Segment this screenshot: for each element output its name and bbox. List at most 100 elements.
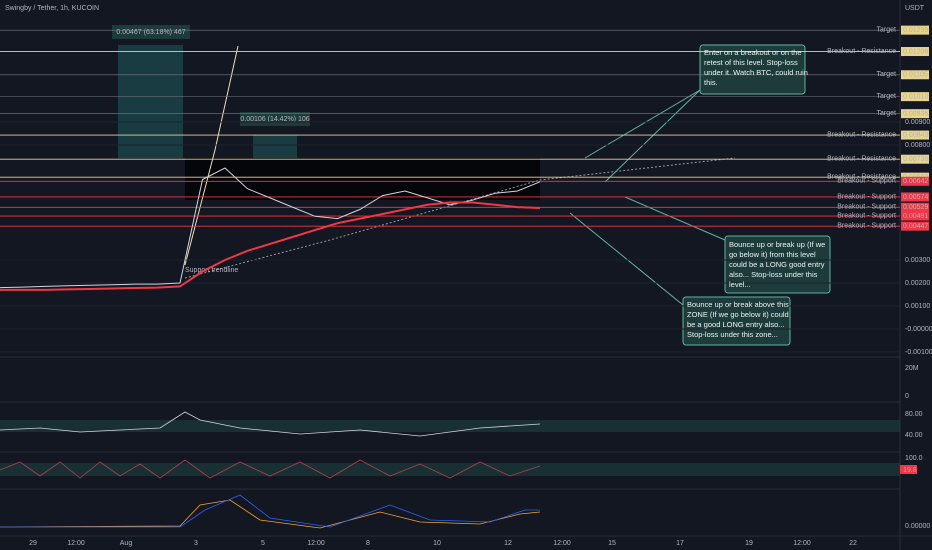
note-text: Stop-loss under this zone...: [687, 330, 778, 339]
pointer: [584, 89, 701, 159]
level-label: Breakout - Support: [837, 212, 896, 219]
indicator-label: 40.00: [905, 432, 923, 439]
level-value: 0.00843: [903, 132, 928, 139]
trendline-label: Support trendline: [185, 267, 238, 274]
price-line: [0, 201, 541, 291]
y-tick-label: 0.00200: [905, 280, 930, 287]
pointer: [569, 212, 684, 306]
arrow: [184, 45, 239, 266]
note-text: Bounce up or break above this: [687, 300, 789, 309]
note-text: level...: [729, 280, 751, 289]
level-box: [901, 154, 929, 164]
level-box: [901, 109, 929, 119]
level-label: Breakout - Resistance: [827, 156, 896, 163]
note-text: could be a LONG good entry: [729, 260, 825, 269]
x-tick-label: 12:00: [307, 540, 325, 547]
y-tick-label: 0.00900: [905, 119, 930, 126]
level-value: 0.00447: [903, 223, 928, 230]
measure-label: 0.00106 (14.42%) 106: [240, 116, 309, 123]
level-value: 0.01010: [903, 93, 928, 100]
level-value: 0.00529: [903, 204, 928, 211]
x-tick-label: 19: [745, 540, 753, 547]
x-tick-label: 17: [676, 540, 684, 547]
note-text: Enter on a breakout or on the: [704, 48, 802, 57]
stoch-line: [0, 459, 541, 479]
currency: USDT: [905, 5, 925, 12]
rsi-line: [0, 411, 541, 437]
x-tick-label: 22: [849, 540, 857, 547]
y-tick-label: -0.00000: [905, 326, 932, 333]
pointer: [604, 89, 701, 183]
y-tick-label: 0.00100: [905, 303, 930, 310]
level-label: Target: [877, 71, 897, 78]
measure-box: [112, 25, 190, 39]
level-value: 0.00642: [903, 178, 928, 185]
x-tick-label: 10: [433, 540, 441, 547]
level-box: [901, 92, 929, 102]
level-label: Target: [877, 110, 897, 117]
note-text: retest of this level. Stop-loss: [704, 58, 798, 67]
level-box: [901, 176, 929, 186]
x-tick-label: Aug: [120, 540, 133, 547]
macd-signal: [0, 494, 540, 528]
note-text: go below it) from this level: [729, 250, 816, 259]
y-tick-label: -0.00100: [905, 349, 932, 356]
note-text: be a good LONG entry also...: [687, 320, 785, 329]
measure-label: 0.00467 (63.18%) 467: [116, 29, 185, 36]
note-text: under it. Watch BTC, could ruin: [704, 68, 808, 77]
indicator-label: 80.00: [905, 411, 923, 418]
measure-area: [118, 45, 183, 158]
level-box: [901, 202, 929, 212]
indicator-label: 0.00000: [905, 523, 930, 530]
y-tick-label: 0.00800: [905, 142, 930, 149]
level-box: [901, 25, 929, 35]
stoch-band: [0, 463, 900, 476]
level-label: Breakout - Support: [837, 193, 896, 200]
x-tick-label: 5: [261, 540, 265, 547]
rsi-band: [0, 420, 900, 432]
measure-area: [253, 135, 297, 158]
level-value: 0.00574: [903, 194, 928, 201]
note: [699, 44, 806, 95]
x-tick-label: 12:00: [793, 540, 811, 547]
title: Swingby / Tether, 1h, KUCOIN: [5, 5, 99, 12]
level-label: Target: [877, 93, 897, 100]
x-tick-label: 8: [366, 540, 370, 547]
indicator-label: 100.0: [905, 455, 923, 462]
note: [682, 296, 791, 346]
note-text: Bounce up or break up (If we: [729, 240, 825, 249]
price-line: [0, 167, 541, 289]
level-label: Breakout - Support: [837, 178, 896, 185]
level-box: [901, 130, 929, 140]
zone: [185, 158, 540, 200]
y-tick-label: 0.00300: [905, 257, 930, 264]
level-value: 0.01299: [903, 27, 928, 34]
x-tick-label: 12: [504, 540, 512, 547]
level-box: [901, 211, 929, 221]
level-box: [901, 192, 929, 202]
x-tick-label: 3: [194, 540, 198, 547]
note-text: ZONE (If we go below it) could: [687, 310, 789, 319]
x-tick-label: 12:00: [67, 540, 85, 547]
level-box: [901, 70, 929, 80]
indicator-label: 20M: [905, 365, 919, 372]
level-label: Breakout - Resistance: [827, 173, 896, 180]
level-value: 0.00936: [903, 110, 928, 117]
level-value: 0.01206: [903, 48, 928, 55]
x-tick-label: 15: [608, 540, 616, 547]
indicator-label: 19.8: [903, 467, 917, 474]
level-label: Breakout - Support: [837, 204, 896, 211]
note-text: also... Stop-loss under this: [729, 270, 818, 279]
level-label: Breakout - Resistance: [827, 48, 896, 55]
pointer: [624, 196, 726, 241]
measure-box: [240, 112, 310, 126]
level-value: 0.01105: [903, 72, 928, 79]
note: [724, 235, 831, 294]
level-value: 0.00738: [903, 156, 928, 163]
indicator-label: 0: [905, 393, 909, 400]
note-text: this.: [704, 78, 718, 87]
level-label: Breakout - Support: [837, 223, 896, 230]
level-value: 0.00491: [903, 213, 928, 220]
